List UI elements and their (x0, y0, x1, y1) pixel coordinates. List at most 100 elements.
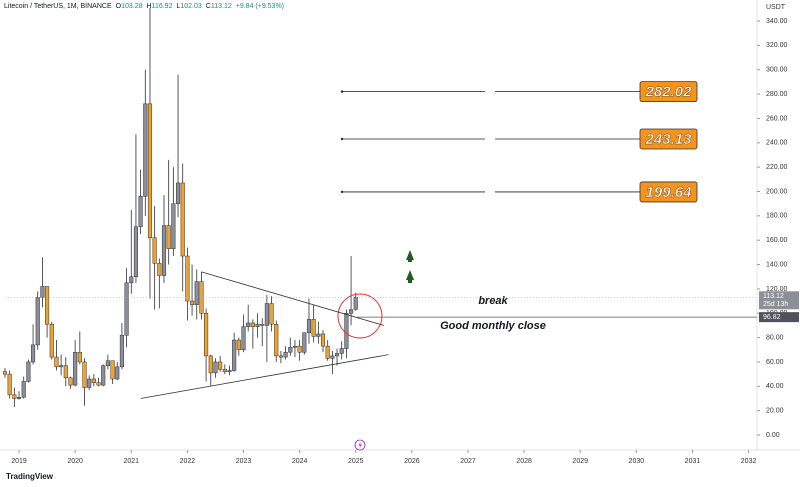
candle-body (12, 394, 17, 399)
y-tick-label: 0.00 (766, 432, 780, 439)
ohlc-value: 116.92 (152, 3, 173, 10)
level-label: 243.13 (645, 131, 693, 148)
change-value: +9.84 (+9.53%) (236, 3, 284, 10)
candle-body (349, 309, 354, 314)
candle-body (246, 322, 251, 327)
y-tick-label: 200.00 (766, 188, 788, 195)
candle-body (26, 361, 31, 382)
candle-body (269, 303, 274, 325)
candle-body (292, 345, 298, 348)
candle-body (213, 361, 218, 374)
candle-body (190, 300, 195, 305)
candle-body (7, 373, 12, 396)
candle-body (316, 333, 321, 337)
candle-body (185, 255, 190, 302)
up-arrow (406, 250, 414, 262)
candle-body (325, 345, 330, 359)
candle-body (334, 353, 340, 357)
y-tick-label: 220.00 (766, 164, 788, 171)
y-tick-label: 140.00 (766, 261, 788, 268)
candle-body (250, 322, 255, 327)
currency-label: USDT (766, 4, 786, 11)
y-tick-label: 180.00 (766, 213, 788, 220)
y-tick-label: 260.00 (766, 115, 788, 122)
candle-body (241, 326, 246, 351)
candle-body (171, 203, 176, 249)
candle-body (288, 347, 293, 353)
price-tag (759, 312, 799, 323)
candle-body (115, 366, 120, 380)
x-tick-label: 2026 (404, 458, 420, 465)
y-tick-label: 60.00 (766, 359, 784, 366)
candle-body (260, 323, 265, 326)
candle-body (124, 282, 129, 336)
candle-body (194, 281, 199, 305)
candle-body (166, 225, 171, 249)
x-tick-label: 2030 (629, 458, 645, 465)
candle-body (297, 345, 302, 353)
candle-body (54, 356, 59, 368)
candle-body (49, 323, 54, 358)
y-tick-label: 80.00 (766, 334, 784, 341)
candle-body (218, 361, 223, 370)
candle-body (138, 196, 143, 228)
candle-body (16, 397, 22, 399)
candle-body (68, 377, 73, 386)
candle-body (306, 319, 312, 333)
candle-body (45, 286, 50, 325)
candle-body (91, 378, 96, 383)
level-box (639, 81, 698, 103)
candle-body (302, 332, 307, 353)
candle-body (232, 339, 237, 371)
candle-body (119, 334, 124, 368)
candle-body (21, 381, 26, 398)
x-tick-label: 2023 (236, 458, 252, 465)
ohlc-key: O (116, 3, 122, 10)
candle-body (283, 351, 288, 358)
candle-body (110, 360, 115, 380)
x-tick-label: 2025 (348, 458, 364, 465)
x-tick-label: 2029 (572, 458, 588, 465)
candle-body (35, 297, 40, 346)
candle-body (157, 263, 162, 276)
candle-body (101, 365, 106, 386)
x-tick-label: 2028 (516, 458, 532, 465)
annotation: break (478, 295, 508, 307)
x-tick-label: 2031 (685, 458, 701, 465)
candle-body (147, 103, 153, 239)
ohlc-key: H (147, 3, 152, 10)
candle-body (227, 370, 232, 372)
candle-body (143, 103, 148, 197)
candle-body (255, 323, 260, 327)
close-level-label: 96.82 (763, 314, 781, 321)
price-tag-label: 113.12 (763, 293, 784, 300)
x-tick-label: 2027 (460, 458, 476, 465)
level-label: 282.02 (645, 84, 693, 101)
candle-body (180, 182, 185, 257)
footer-logo: TradingView (6, 472, 54, 481)
y-tick-label: 340.00 (766, 18, 788, 25)
trendline (201, 271, 384, 326)
y-tick-label: 120.00 (766, 286, 788, 293)
candle-body (105, 360, 110, 366)
candle-body (204, 313, 209, 357)
candle-body (339, 348, 344, 354)
candle-body (152, 237, 157, 264)
candle-body (353, 297, 358, 310)
y-tick-label: 280.00 (766, 91, 788, 98)
highlight-circle (337, 293, 383, 339)
price-tag (759, 291, 799, 310)
candle-body (82, 361, 87, 388)
candle-body (31, 344, 36, 363)
y-tick-label: 20.00 (766, 408, 784, 415)
candle-body (208, 355, 213, 374)
countdown-label: 25d 13h (763, 301, 788, 308)
level-label: 199.64 (646, 184, 693, 201)
event-icon (354, 439, 366, 451)
ohlc-value: 113.12 (211, 3, 232, 10)
trendline (140, 354, 389, 399)
y-tick-label: 320.00 (766, 42, 788, 49)
y-tick-label: 160.00 (766, 237, 788, 244)
candle-body (2, 371, 8, 375)
